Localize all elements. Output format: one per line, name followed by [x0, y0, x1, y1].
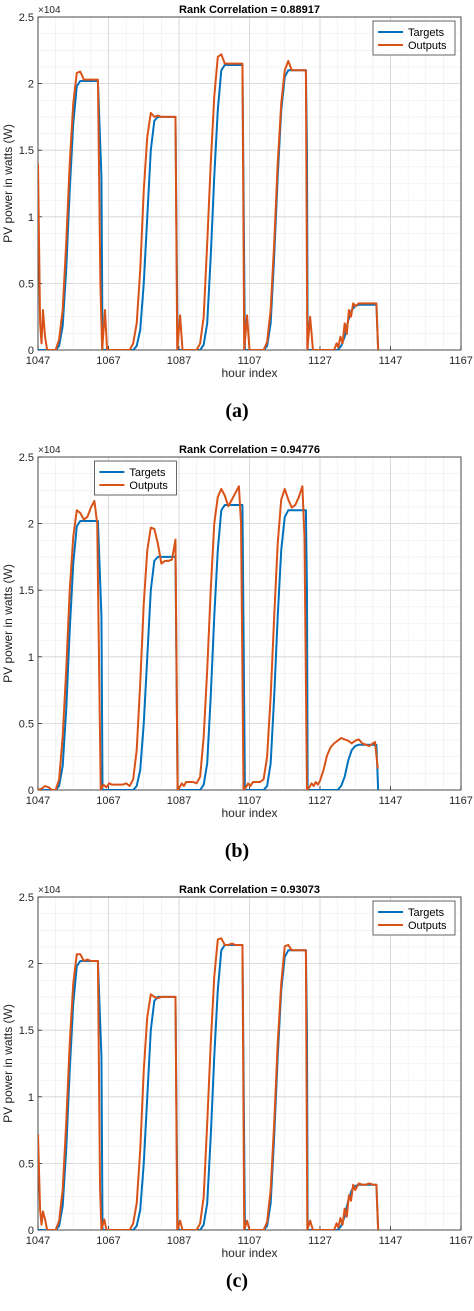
y-tick-label: 2: [28, 959, 34, 971]
x-tick-label: 1147: [379, 795, 403, 807]
y-tick-label: 1.5: [19, 585, 34, 597]
y-tick-label: 0: [28, 1225, 34, 1237]
y-tick-label: 0: [28, 345, 34, 357]
chart-panel-c: 1047 1067 1087 1107 1127 1147 1167 0 0.5 1 1.5 2 2.5…: [0, 880, 474, 1311]
legend-box: [372, 20, 456, 56]
x-tick-label: 1167: [449, 795, 473, 807]
legend-label: Targets: [129, 467, 166, 479]
chart-b: 1047 1067 1087 1107 1127 1147 1167 0 0.5 1 1.5 2 2.5…: [1, 444, 473, 820]
series-line-targets: [38, 63, 380, 350]
x-tick-label: 1087: [167, 1235, 191, 1247]
legend-box: [94, 460, 177, 496]
y-tick-label: 0.5: [19, 718, 34, 730]
y-axis-label: PV power in watts (W): [1, 564, 15, 683]
y-tick-label: 2.5: [19, 12, 34, 24]
y-tick-label: 0: [28, 785, 34, 797]
legend-label: Outputs: [408, 920, 447, 932]
series-line-targets: [38, 503, 380, 790]
chart-title: Rank Correlation = 0.93073: [179, 884, 320, 896]
y-tick-label: 1: [28, 212, 34, 224]
panel-caption-a: (a): [225, 400, 249, 422]
y-tick-label: 0.5: [19, 1158, 34, 1170]
y-exponent-label: ×104: [38, 445, 61, 456]
panel-caption-c: (c): [225, 1270, 249, 1292]
y-tick-label: 0.5: [19, 278, 34, 290]
chart-title: Rank Correlation = 0.88917: [179, 4, 320, 16]
x-tick-label: 1147: [379, 355, 403, 367]
y-tick-label: 2: [28, 79, 34, 91]
y-axis-label: PV power in watts (W): [1, 124, 15, 243]
x-tick-label: 1087: [167, 795, 191, 807]
y-exponent-label: ×104: [38, 885, 61, 896]
x-tick-label: 1047: [26, 795, 50, 807]
y-tick-label: 1.5: [19, 1025, 34, 1037]
series-line-outputs: [38, 937, 380, 1230]
x-tick-label: 1107: [238, 795, 262, 807]
legend-box: [372, 900, 456, 936]
panel-caption-b: (b): [224, 840, 250, 862]
y-tick-label: 2: [28, 519, 34, 531]
x-tick-label: 1167: [449, 355, 473, 367]
x-tick-label: 1127: [308, 1235, 332, 1247]
x-tick-label: 1067: [96, 355, 120, 367]
y-tick-label: 1.5: [19, 145, 34, 157]
x-tick-label: 1127: [308, 355, 332, 367]
chart-c: 1047 1067 1087 1107 1127 1147 1167 0 0.5 1 1.5 2 2.5…: [1, 884, 473, 1260]
series-line-outputs: [38, 53, 380, 350]
chart-a: 1047 1067 1087 1107 1127 1147 1167 0 0.5 1 1.5 2 2.5…: [1, 4, 473, 380]
legend-label: Targets: [408, 907, 445, 919]
series-line-outputs: [38, 485, 379, 790]
x-tick-label: 1067: [96, 1235, 120, 1247]
chart-title: Rank Correlation = 0.94776: [179, 444, 320, 456]
x-tick-label: 1147: [379, 1235, 403, 1247]
y-tick-label: 2.5: [19, 452, 34, 464]
x-tick-label: 1107: [238, 1235, 262, 1247]
x-tick-label: 1047: [26, 1235, 50, 1247]
chart-panel-a: 1047 1067 1087 1107 1127 1147 1167 0 0.5 1 1.5 2 2.5…: [0, 0, 474, 440]
legend-label: Outputs: [129, 480, 168, 492]
x-axis-label: hour index: [221, 366, 277, 380]
chart-panel-b: 1047 1067 1087 1107 1127 1147 1167 0 0.5 1 1.5 2 2.5…: [0, 440, 474, 880]
y-tick-label: 1: [28, 1092, 34, 1104]
x-axis-label: hour index: [221, 806, 277, 820]
x-tick-label: 1107: [238, 355, 262, 367]
x-tick-label: 1127: [308, 795, 332, 807]
legend-label: Targets: [408, 27, 445, 39]
y-exponent-label: ×104: [38, 5, 61, 16]
y-tick-label: 2.5: [19, 892, 34, 904]
y-axis-label: PV power in watts (W): [1, 1004, 15, 1123]
x-axis-label: hour index: [221, 1246, 277, 1260]
x-tick-label: 1167: [449, 1235, 473, 1247]
legend-label: Outputs: [408, 40, 447, 52]
x-tick-label: 1067: [96, 795, 120, 807]
x-tick-label: 1087: [167, 355, 191, 367]
y-tick-label: 1: [28, 652, 34, 664]
x-tick-label: 1047: [26, 355, 50, 367]
